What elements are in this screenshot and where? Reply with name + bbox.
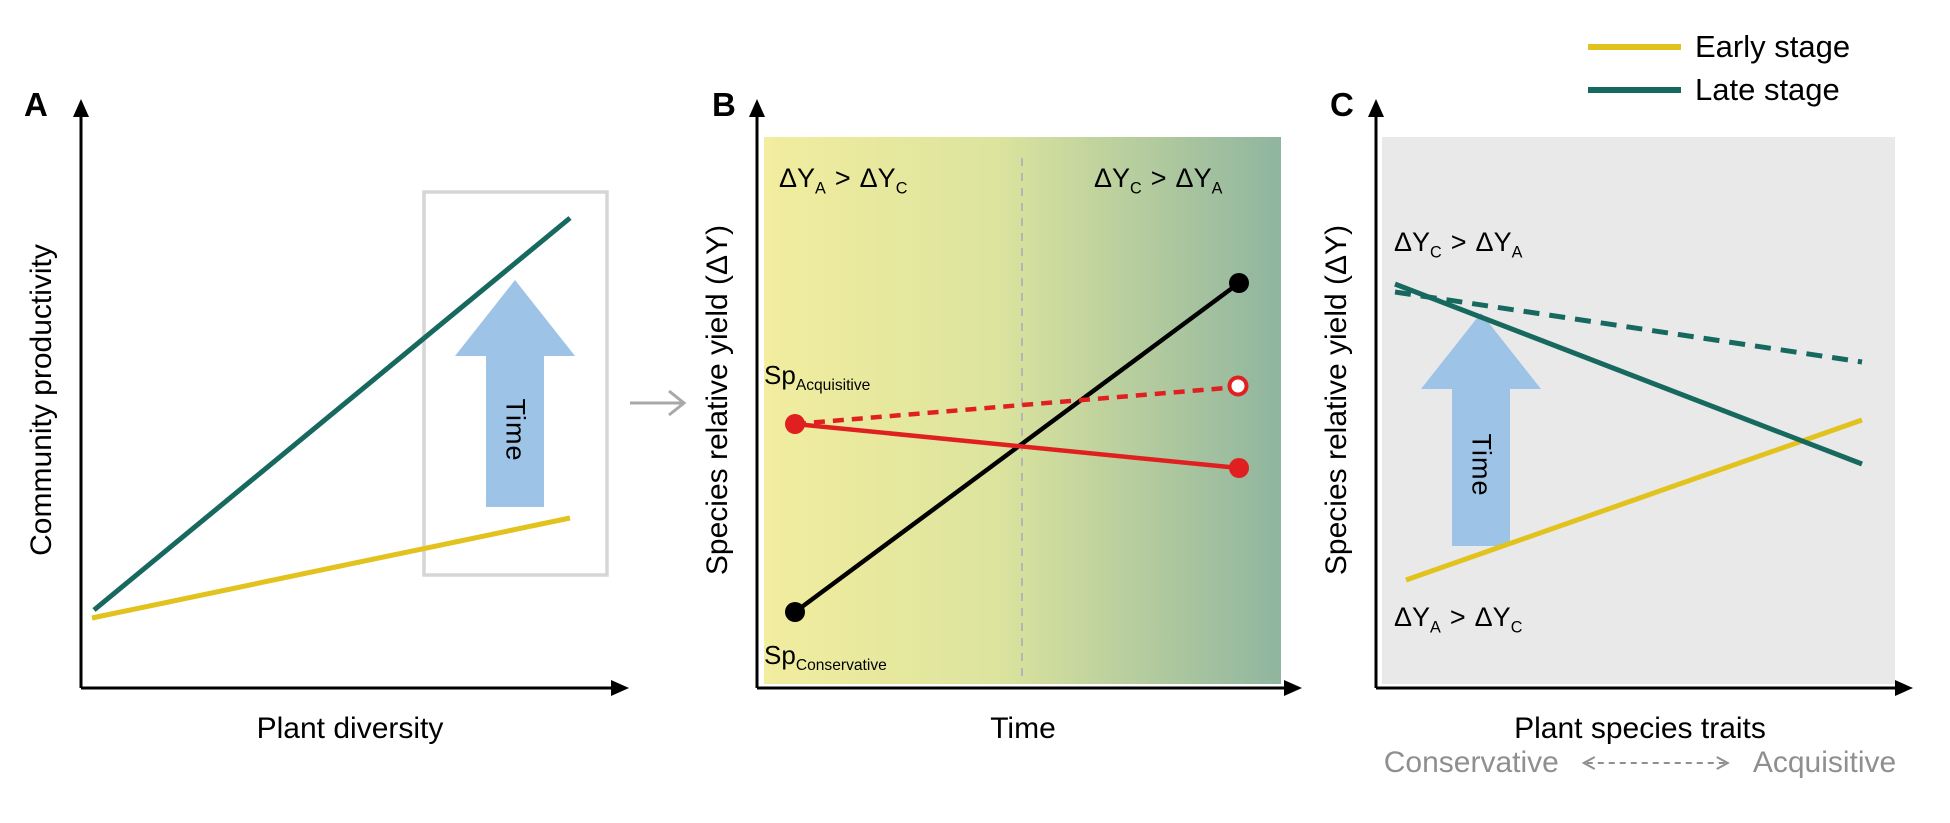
panel-c-time-arrow-label: Time	[1466, 433, 1497, 497]
subscript: A	[1430, 618, 1441, 637]
operator: >	[1450, 227, 1467, 257]
panel-c-letter: C	[1330, 86, 1354, 123]
delta-y-term: ΔY	[1474, 602, 1511, 632]
subscript: C	[1430, 243, 1442, 262]
operator: >	[1150, 163, 1167, 193]
subscript: A	[1211, 179, 1223, 198]
conservative-start-dot	[785, 602, 805, 622]
panel-a-time-arrow	[455, 280, 575, 507]
delta-y-term: ΔY	[1094, 163, 1131, 193]
trait-conservative-label: Conservative	[1383, 746, 1559, 779]
subscript: C	[1130, 179, 1142, 198]
acquisitive-dashed-end-open-dot	[1227, 375, 1249, 397]
panel-b-x-axis-label: Time	[990, 712, 1056, 745]
panel-transition-arrowhead-icon	[668, 389, 687, 417]
panel-c-late-stage-solid-line	[1394, 281, 1863, 467]
panel-c-early-stage-line	[1405, 417, 1863, 583]
species-acquisitive-label: SpAcquisitive	[764, 360, 870, 395]
panel-c-y-axis-arrowhead-icon	[1368, 99, 1384, 117]
species-base: Sp	[764, 640, 796, 670]
panel-b-gradient-background	[764, 137, 1281, 684]
species-conservative-label: SpConservative	[764, 640, 887, 675]
panel-c-y-axis-label: Species relative yield (ΔY)	[1320, 224, 1353, 576]
panel-b-inequality-late: ΔYC > ΔYA	[1094, 163, 1222, 198]
panel-c-late-stage-dashed-line	[1394, 289, 1863, 365]
panel-b-acquisitive-solid-line	[794, 421, 1240, 471]
panel-a-x-axis-arrowhead-icon	[611, 680, 629, 696]
trait-acquisitive-label: Acquisitive	[1752, 746, 1897, 779]
panel-c-inequality-bottom: ΔYA > ΔYC	[1394, 602, 1522, 637]
operator: >	[1449, 602, 1466, 632]
subscript: C	[895, 179, 908, 198]
delta-y-term: ΔY	[1394, 602, 1431, 632]
species-base: Sp	[764, 360, 796, 390]
acquisitive-solid-end-dot	[1229, 458, 1249, 478]
panel-c-inequality-top: ΔYC > ΔYA	[1394, 227, 1522, 262]
panel-a-y-axis-label: Community productivity	[25, 244, 58, 556]
panel-b-x-axis-arrowhead-icon	[1284, 680, 1302, 696]
acquisitive-start-dot	[785, 414, 805, 434]
trait-axis-caption: Conservative Acquisitive	[1384, 746, 1896, 780]
trait-double-arrow-icon	[1581, 756, 1730, 770]
delta-y-term: ΔY	[1394, 227, 1431, 257]
panel-b-letter: B	[712, 86, 736, 123]
delta-y-term: ΔY	[1175, 163, 1212, 193]
panel-a-late-stage-line	[92, 216, 572, 612]
panel-c-time-arrow	[1421, 313, 1541, 546]
panel-c-x-axis-arrowhead-icon	[1895, 680, 1913, 696]
legend-late-stage-label: Late stage	[1695, 72, 1840, 107]
conservative-end-dot	[1229, 273, 1249, 293]
species-subscript: Conservative	[795, 657, 887, 675]
subscript: A	[1511, 243, 1523, 262]
panel-a-inset-box	[422, 190, 609, 577]
delta-y-term: ΔY	[779, 163, 816, 193]
panel-a-early-stage-line	[91, 515, 571, 621]
panel-b-inequality-early: ΔYA > ΔYC	[779, 163, 907, 198]
panel-a-letter: A	[24, 86, 48, 123]
subscript: C	[1510, 618, 1523, 637]
panel-a-time-arrow-label: Time	[500, 398, 531, 462]
panel-b-y-axis-label: Species relative yield (ΔY)	[701, 224, 734, 576]
legend-early-stage-label: Early stage	[1695, 29, 1851, 64]
delta-y-term: ΔY	[859, 163, 896, 193]
panel-b-acquisitive-dashed-line	[794, 385, 1227, 427]
subscript: A	[815, 179, 826, 198]
panel-c-x-axis-label: Plant species traits	[1514, 712, 1766, 745]
species-subscript: Acquisitive	[795, 377, 871, 395]
panel-a-y-axis-arrowhead-icon	[73, 99, 89, 117]
delta-y-term: ΔY	[1475, 227, 1512, 257]
operator: >	[834, 163, 851, 193]
panel-b-y-axis-arrowhead-icon	[749, 99, 765, 117]
panel-a-x-axis-label: Plant diversity	[256, 712, 444, 745]
